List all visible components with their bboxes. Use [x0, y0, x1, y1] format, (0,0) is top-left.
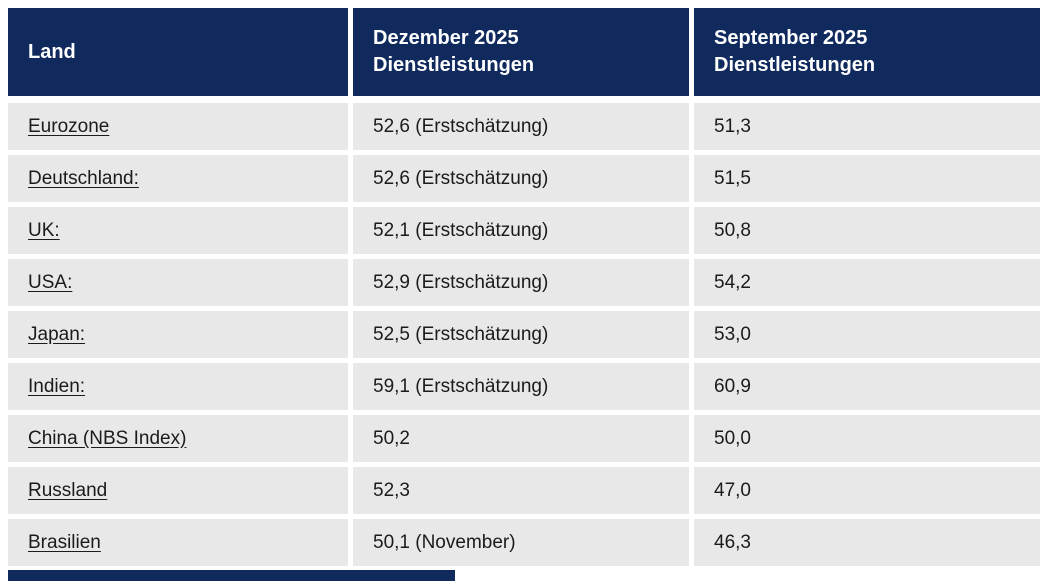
cell-september: 50,0 [694, 415, 1040, 462]
september-value: 51,3 [714, 115, 751, 137]
table-body: Eurozone 52,6 (Erstschätzung) 51,3 Deuts… [8, 103, 1040, 566]
country-link-indien[interactable]: Indien: [28, 375, 86, 397]
header-cell-dezember: Dezember 2025 Dienstleistungen [353, 8, 689, 96]
cell-dezember: 52,9 (Erstschätzung) [353, 259, 689, 306]
cell-september: 51,3 [694, 103, 1040, 150]
country-link-brasilien[interactable]: Brasilien [28, 531, 101, 553]
dezember-value: 52,9 (Erstschätzung) [373, 271, 549, 293]
september-value: 51,5 [714, 167, 751, 189]
september-value: 54,2 [714, 271, 751, 293]
cell-dezember: 52,6 (Erstschätzung) [353, 103, 689, 150]
dezember-value: 50,2 [373, 427, 410, 449]
cell-september: 46,3 [694, 519, 1040, 566]
dezember-value: 52,6 (Erstschätzung) [373, 167, 549, 189]
cell-land: Russland [8, 467, 348, 514]
cell-september: 50,8 [694, 207, 1040, 254]
cell-september: 54,2 [694, 259, 1040, 306]
cell-land: Eurozone [8, 103, 348, 150]
header-cell-september: September 2025 Dienstleistungen [694, 8, 1040, 96]
cell-land: China (NBS Index) [8, 415, 348, 462]
pmi-services-table: Land Dezember 2025 Dienstleistungen Sept… [8, 8, 1040, 566]
header-label-dezember: Dezember 2025 Dienstleistungen [373, 27, 535, 76]
september-value: 53,0 [714, 323, 751, 345]
cell-land: Brasilien [8, 519, 348, 566]
cell-september: 60,9 [694, 363, 1040, 410]
dezember-value: 59,1 (Erstschätzung) [373, 375, 549, 397]
dezember-value: 52,3 [373, 479, 410, 501]
country-link-eurozone[interactable]: Eurozone [28, 115, 110, 137]
september-value: 50,0 [714, 427, 751, 449]
country-link-usa[interactable]: USA: [28, 271, 73, 293]
september-value: 46,3 [714, 531, 751, 553]
cell-dezember: 52,1 (Erstschätzung) [353, 207, 689, 254]
cell-dezember: 50,2 [353, 415, 689, 462]
cell-land: Japan: [8, 311, 348, 358]
cell-land: Indien: [8, 363, 348, 410]
dezember-value: 52,6 (Erstschätzung) [373, 115, 549, 137]
september-value: 47,0 [714, 479, 751, 501]
country-link-uk[interactable]: UK: [28, 219, 60, 241]
september-value: 60,9 [714, 375, 751, 397]
country-link-china[interactable]: China (NBS Index) [28, 427, 187, 449]
september-value: 50,8 [714, 219, 751, 241]
country-link-japan[interactable]: Japan: [28, 323, 86, 345]
cell-dezember: 52,6 (Erstschätzung) [353, 155, 689, 202]
header-label-september: September 2025 Dienstleistungen [714, 27, 876, 76]
table-header-row: Land Dezember 2025 Dienstleistungen Sept… [8, 8, 1040, 96]
cell-september: 53,0 [694, 311, 1040, 358]
cell-dezember: 52,3 [353, 467, 689, 514]
cell-dezember: 59,1 (Erstschätzung) [353, 363, 689, 410]
country-link-deutschland[interactable]: Deutschland: [28, 167, 139, 189]
cell-land: Deutschland: [8, 155, 348, 202]
dezember-value: 50,1 (November) [373, 531, 516, 553]
dezember-value: 52,1 (Erstschätzung) [373, 219, 549, 241]
cell-land: USA: [8, 259, 348, 306]
cell-september: 47,0 [694, 467, 1040, 514]
cell-september: 51,5 [694, 155, 1040, 202]
header-label-land: Land [28, 40, 76, 63]
dezember-value: 52,5 (Erstschätzung) [373, 323, 549, 345]
country-link-russland[interactable]: Russland [28, 479, 108, 501]
cell-dezember: 50,1 (November) [353, 519, 689, 566]
next-table-header-sliver [8, 570, 455, 581]
header-cell-land: Land [8, 8, 348, 96]
cell-dezember: 52,5 (Erstschätzung) [353, 311, 689, 358]
cell-land: UK: [8, 207, 348, 254]
